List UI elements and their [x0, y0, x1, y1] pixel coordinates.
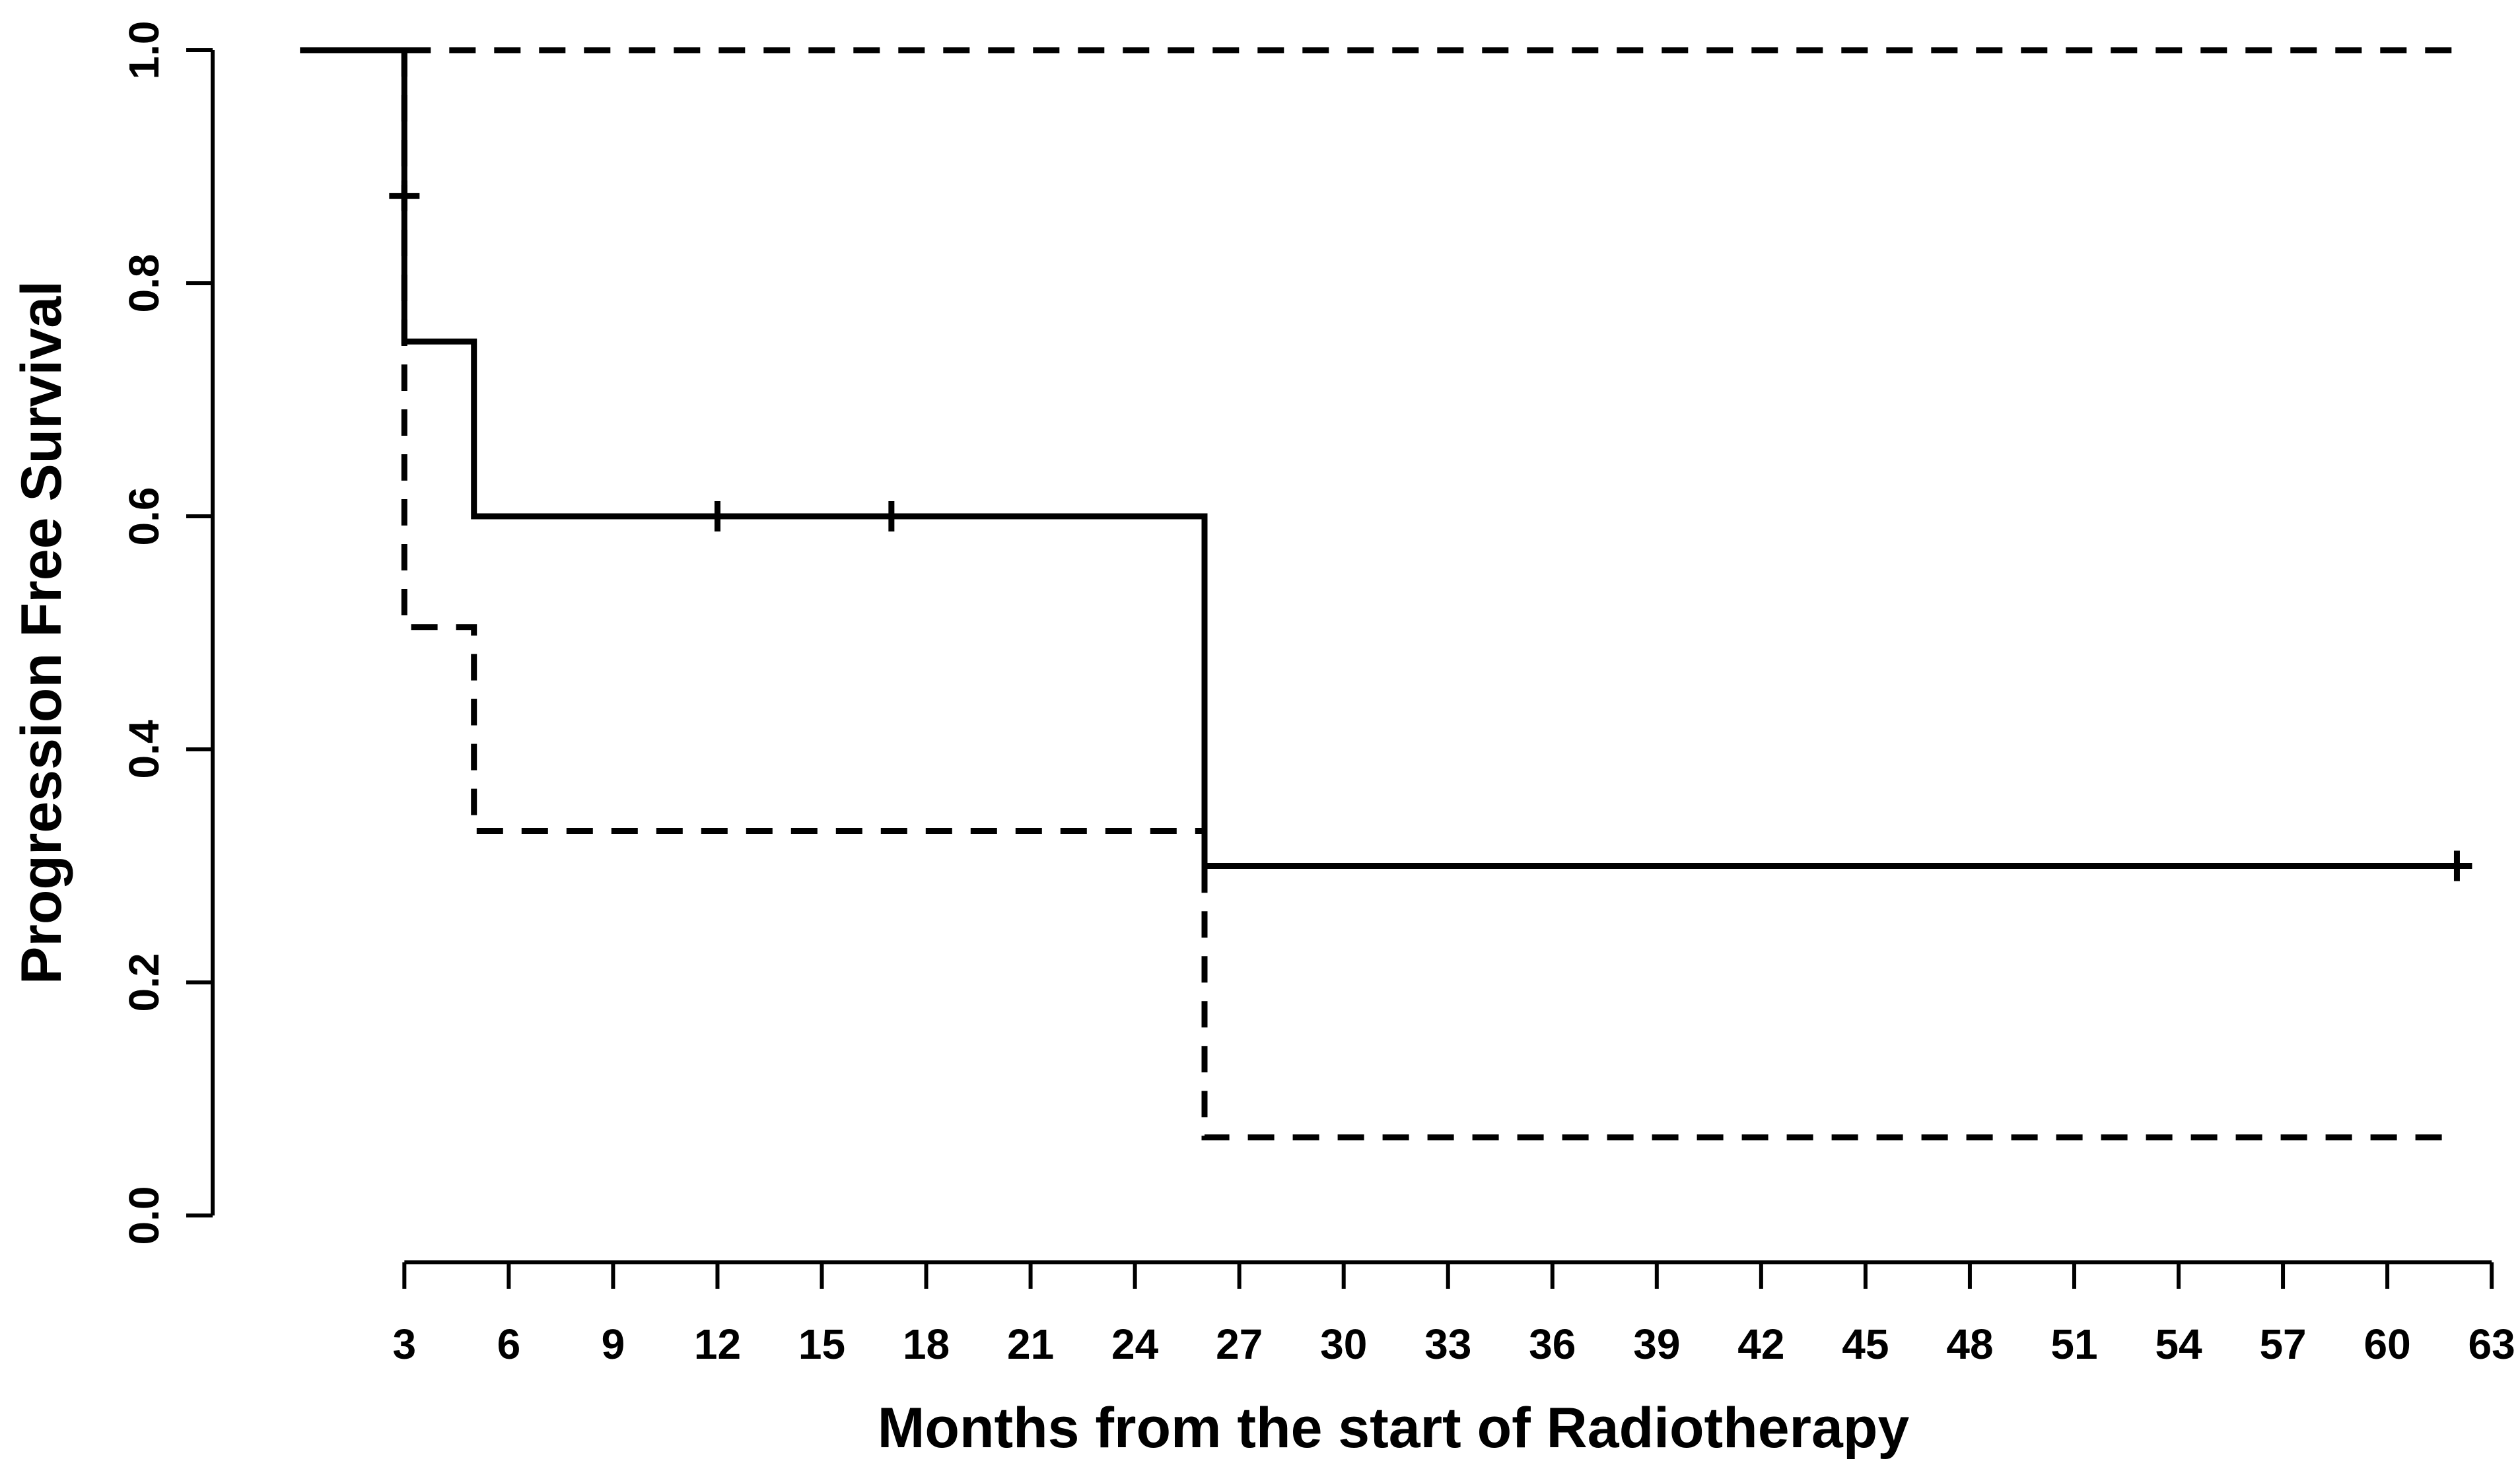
- x-tick-label: 18: [903, 1320, 950, 1368]
- x-tick-label: 21: [1007, 1320, 1054, 1368]
- x-tick-label: 6: [497, 1320, 521, 1368]
- y-tick-label: 0.0: [120, 1186, 168, 1245]
- x-tick-label: 57: [2259, 1320, 2306, 1368]
- y-axis-title: Progression Free Survival: [10, 281, 73, 984]
- x-tick-label: 42: [1737, 1320, 1784, 1368]
- x-tick-label: 48: [1946, 1320, 1993, 1368]
- y-tick-label: 0.6: [120, 487, 168, 546]
- x-tick-label: 27: [1216, 1320, 1263, 1368]
- x-tick-label: 60: [2364, 1320, 2411, 1368]
- x-tick-label: 54: [2155, 1320, 2202, 1368]
- x-tick-label: 9: [602, 1320, 625, 1368]
- series-ci-lower: [401, 50, 2457, 1141]
- x-axis-title: Months from the start of Radiotherapy: [878, 1396, 1910, 1460]
- x-tick-label: 63: [2468, 1320, 2515, 1368]
- x-tick-label: 15: [798, 1320, 845, 1368]
- series-layer: [300, 47, 2457, 1141]
- x-tick-label: 33: [1424, 1320, 1471, 1368]
- y-tick-label: 0.8: [120, 254, 168, 313]
- x-tick-label: 39: [1633, 1320, 1680, 1368]
- x-tick-label: 3: [393, 1320, 417, 1368]
- axes-layer: 0.00.20.40.60.81.03 6 9 12 15 18 21 24 27 30 33 36 3…: [120, 21, 2515, 1368]
- x-tick-label: 36: [1529, 1320, 1576, 1368]
- x-tick-label: 24: [1111, 1320, 1159, 1368]
- x-tick-label: 51: [2050, 1320, 2097, 1368]
- y-tick-label: 0.4: [120, 720, 168, 778]
- y-tick-label: 0.2: [120, 953, 168, 1012]
- x-tick-label: 30: [1320, 1320, 1367, 1368]
- y-tick-label: 1.0: [120, 21, 168, 80]
- x-tick-label: 12: [694, 1320, 741, 1368]
- censor-marks-layer: [389, 180, 2472, 881]
- x-tick-label: 45: [1842, 1320, 1889, 1368]
